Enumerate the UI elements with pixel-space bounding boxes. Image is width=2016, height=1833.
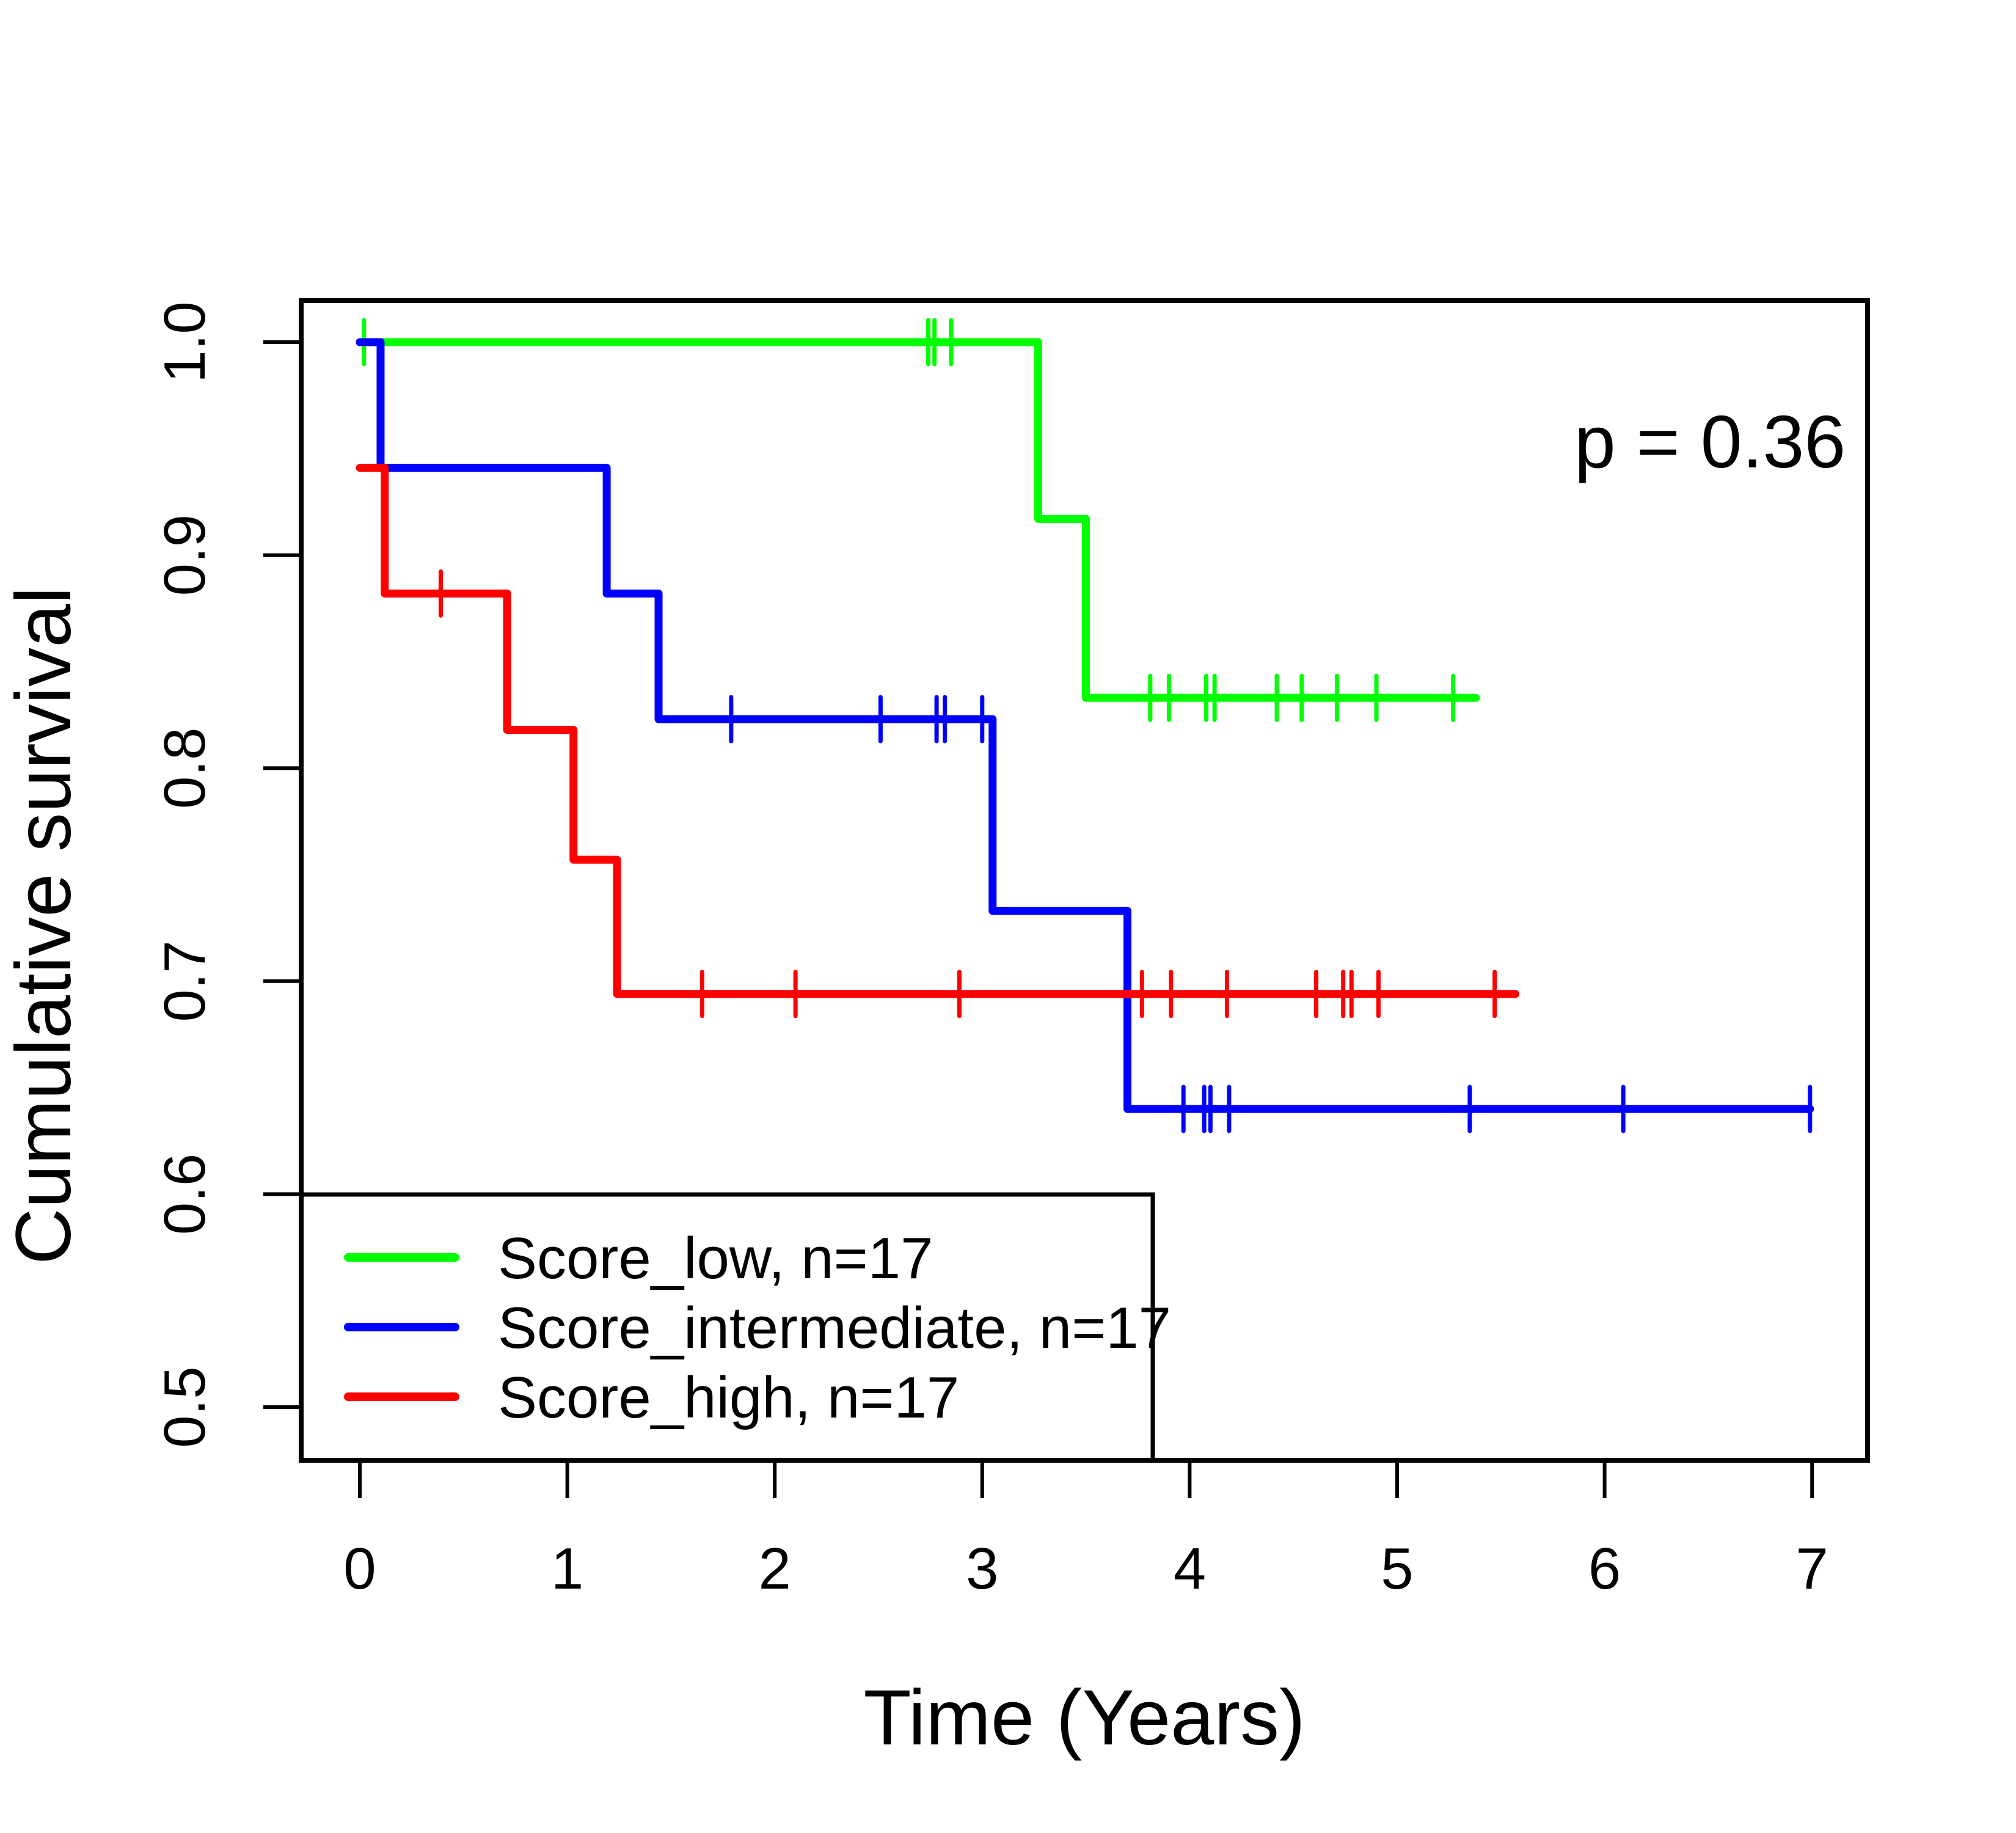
x-tick-label: 4 <box>1174 1536 1206 1601</box>
x-tick-label: 0 <box>343 1536 376 1601</box>
y-tick-label: 0.7 <box>152 940 217 1022</box>
x-tick-label: 3 <box>966 1536 998 1601</box>
survival-curve <box>356 338 1480 702</box>
x-axis-ticks: 0 1 2 3 4 5 6 7 <box>343 1460 1828 1601</box>
y-axis-ticks: 0.5 0.6 0.7 0.8 0.9 1.0 <box>152 301 301 1448</box>
x-tick-label: 2 <box>759 1536 791 1601</box>
y-tick-label: 0.8 <box>152 727 217 808</box>
y-tick-label: 0.9 <box>152 514 217 596</box>
x-tick-label: 5 <box>1381 1536 1413 1601</box>
x-tick-label: 6 <box>1588 1536 1621 1601</box>
survival-curve <box>356 338 1814 1113</box>
x-axis-title: Time (Years) <box>863 1674 1305 1762</box>
y-tick-label: 1.0 <box>152 301 217 382</box>
legend-border <box>299 1192 1155 1463</box>
y-axis-title: Cumulative survival <box>0 587 87 1265</box>
y-tick-label: 0.6 <box>152 1154 217 1235</box>
legend-entry-label: Score_intermediate, n=17 <box>498 1295 1171 1361</box>
survival-curve <box>356 464 1520 998</box>
p-value-annotation: p = 0.36 <box>1574 400 1846 483</box>
x-tick-label: 1 <box>551 1536 583 1601</box>
x-tick-label: 7 <box>1796 1536 1828 1601</box>
legend-entry-label: Score_low, n=17 <box>498 1226 933 1291</box>
survival-curves <box>356 318 1814 1133</box>
legend-entry-label: Score_high, n=17 <box>498 1365 959 1430</box>
y-tick-label: 0.5 <box>152 1366 217 1447</box>
